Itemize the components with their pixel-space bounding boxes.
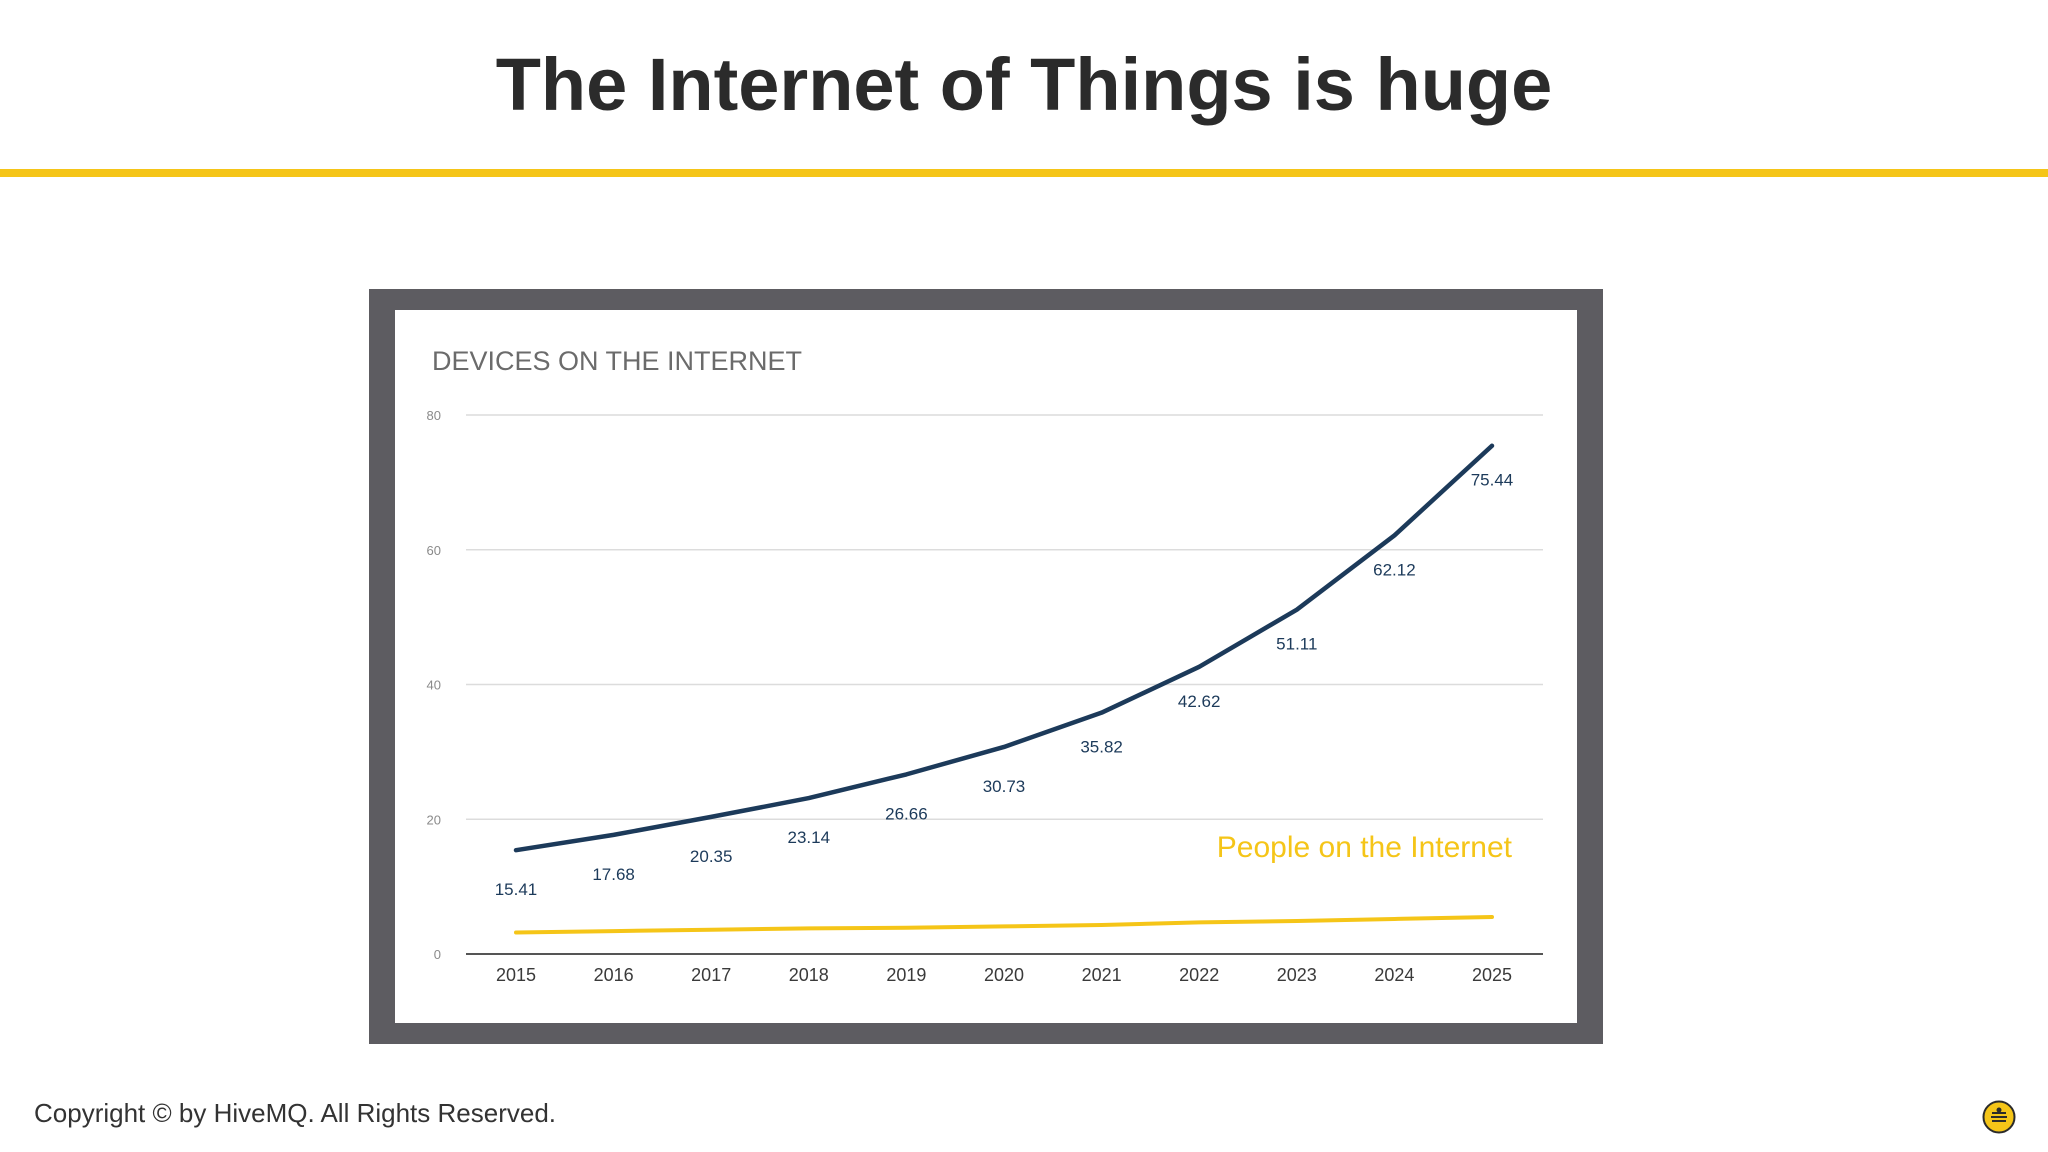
y-tick-label: 0 (434, 947, 441, 962)
people-series-label: People on the Internet (1217, 831, 1513, 864)
x-tick-label: 2024 (1374, 965, 1414, 985)
data-label: 17.68 (592, 865, 635, 884)
copyright-footer: Copyright © by HiveMQ. All Rights Reserv… (34, 1098, 557, 1128)
x-tick-label: 2021 (1082, 965, 1122, 985)
x-tick-label: 2020 (984, 965, 1024, 985)
data-label: 15.41 (495, 880, 538, 899)
y-tick-label: 20 (427, 812, 441, 827)
people-series-line (514, 914, 1494, 935)
x-tick-label: 2017 (691, 965, 731, 985)
data-label: 20.35 (690, 847, 733, 866)
x-tick-label: 2016 (594, 965, 634, 985)
data-label: 26.66 (885, 804, 928, 823)
x-tick-label: 2018 (789, 965, 829, 985)
data-label: 42.62 (1178, 692, 1221, 711)
y-tick-label: 80 (427, 408, 441, 423)
chart-panel: DEVICES ON THE INTERNET 15.41 17.68 20.35 2… (395, 310, 1577, 1023)
title-divider (0, 169, 2048, 177)
chart-title: DEVICES ON THE INTERNET (432, 346, 802, 376)
x-tick-label: 2019 (886, 965, 926, 985)
x-tick-label: 2023 (1277, 965, 1317, 985)
data-label: 51.11 (1276, 635, 1317, 654)
x-tick-label: 2015 (496, 965, 536, 985)
data-label: 23.14 (788, 828, 831, 847)
line-chart: DEVICES ON THE INTERNET 15.41 17.68 20.35 2… (427, 346, 1543, 985)
x-tick-label: 2025 (1472, 965, 1512, 985)
data-label: 30.73 (983, 777, 1026, 796)
x-tick-label: 2022 (1179, 965, 1219, 985)
y-tick-label: 40 (427, 678, 441, 693)
data-label: 35.82 (1080, 738, 1123, 757)
y-tick-label: 60 (427, 543, 441, 558)
hivemq-bee-logo-icon (1982, 1100, 2016, 1134)
data-label: 62.12 (1373, 560, 1416, 579)
slide-title: The Internet of Things is huge (495, 43, 1553, 126)
data-label: 75.44 (1471, 471, 1514, 490)
chart-frame: DEVICES ON THE INTERNET 15.41 17.68 20.35 2… (369, 289, 1603, 1044)
